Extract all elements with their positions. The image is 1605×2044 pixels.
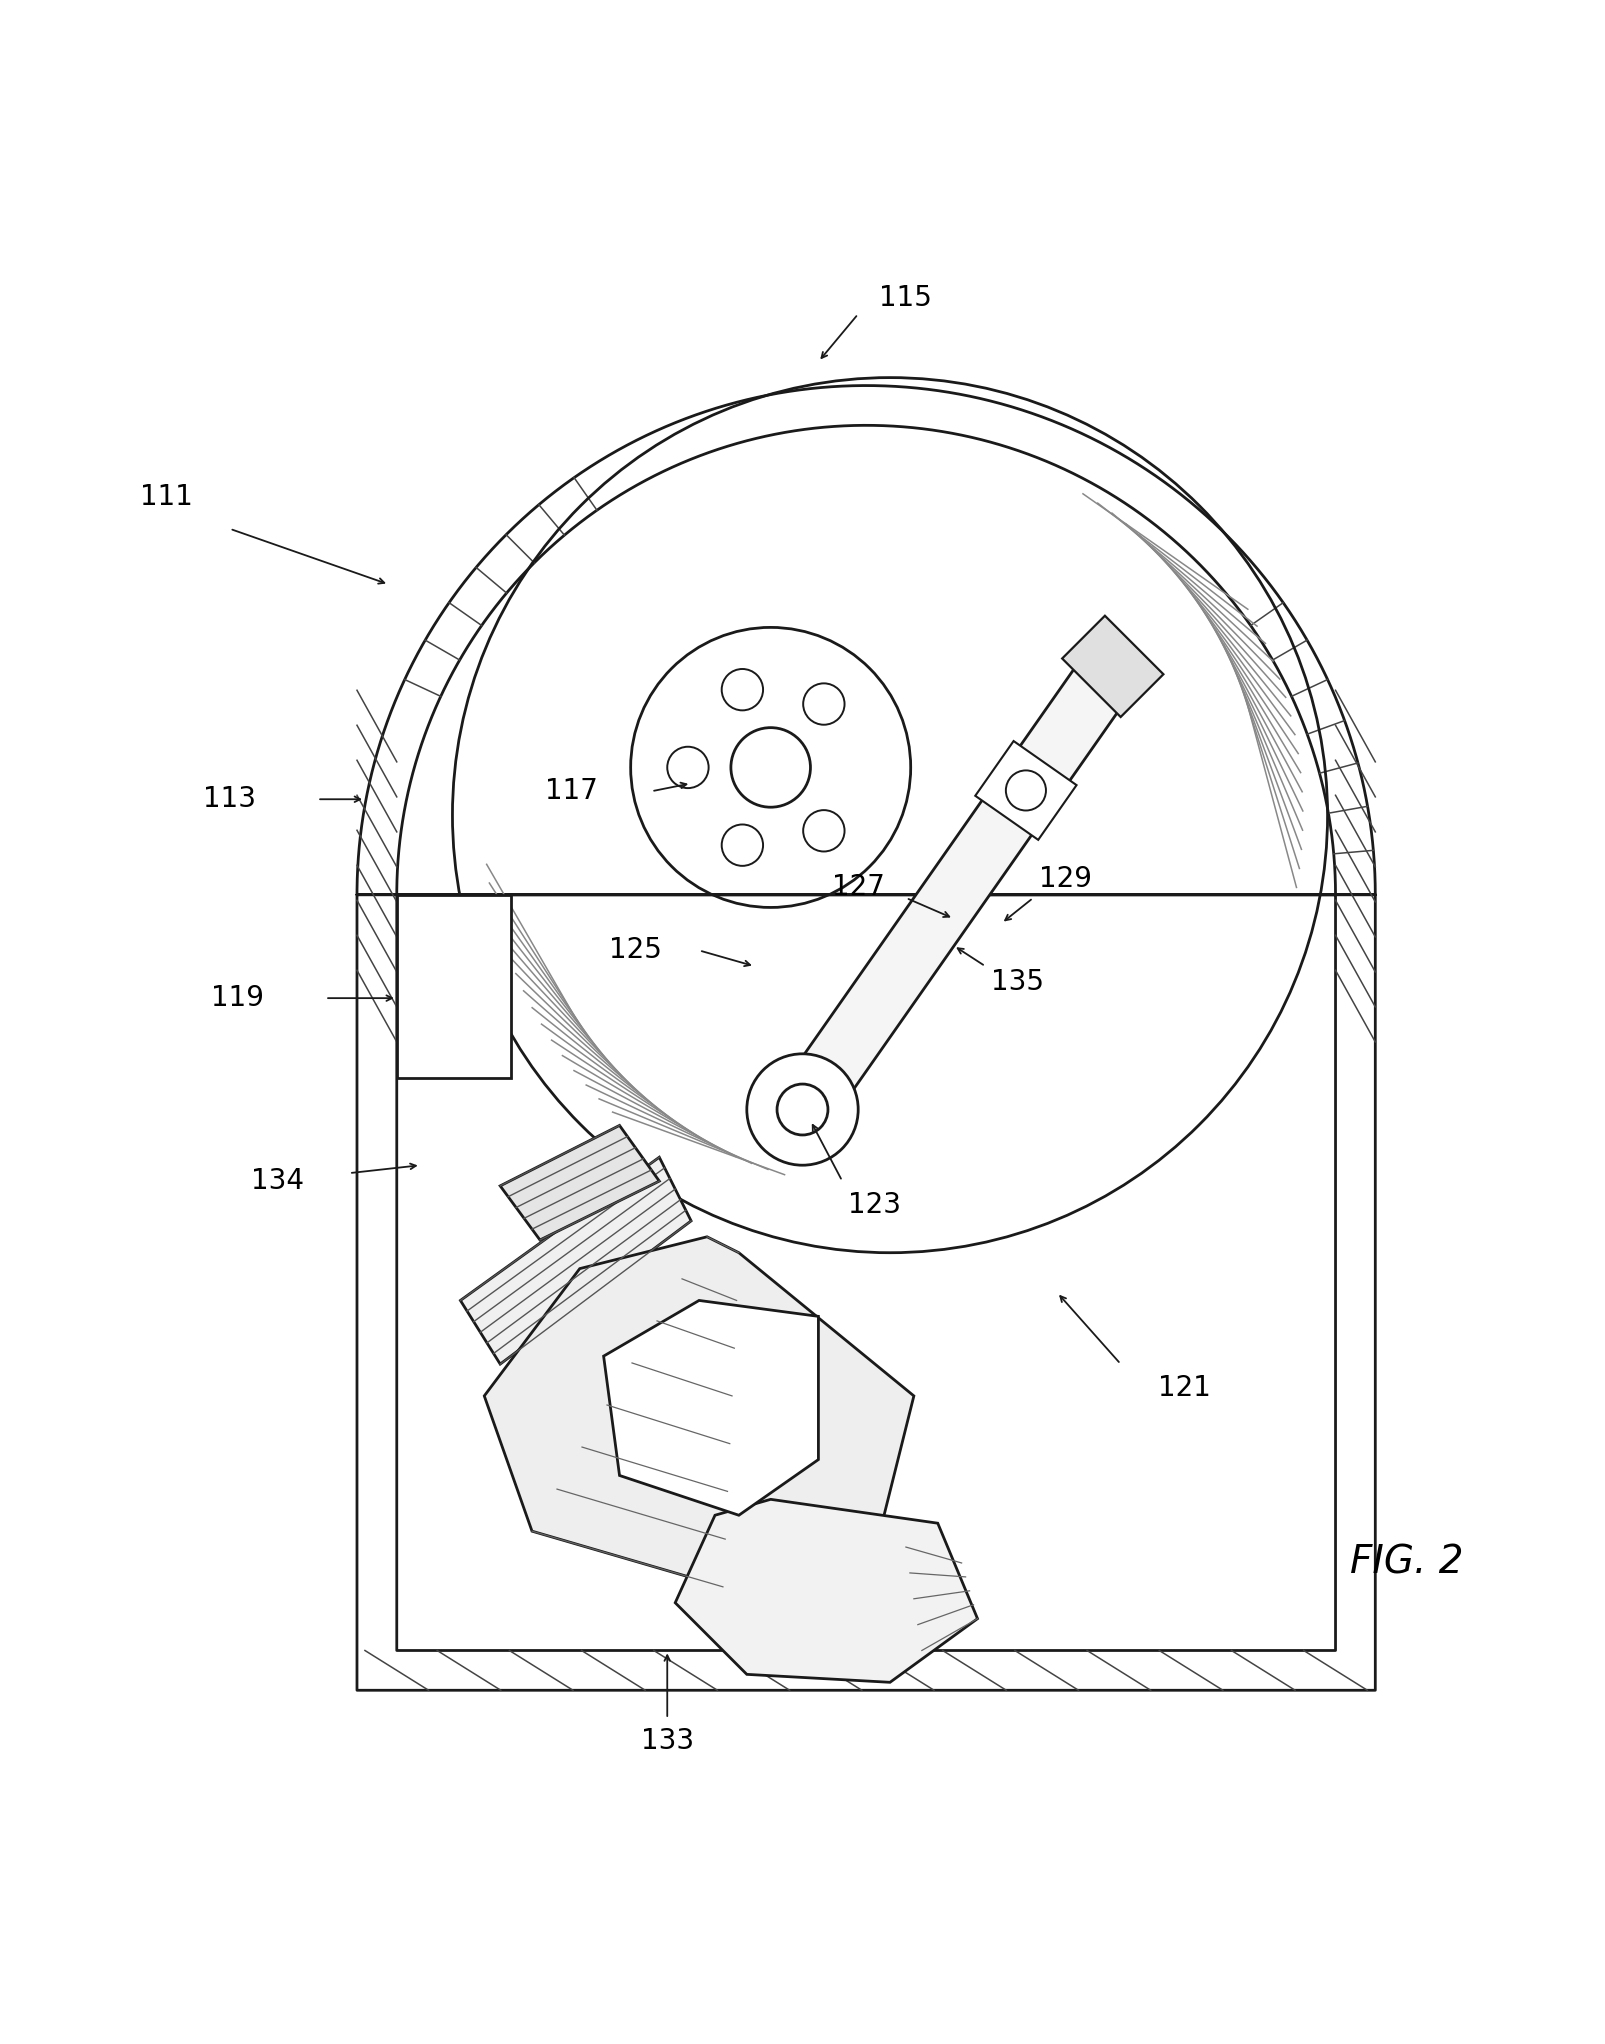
Text: 119: 119: [212, 983, 265, 1012]
Text: 111: 111: [140, 482, 193, 511]
Text: 115: 115: [880, 284, 933, 313]
Text: 133: 133: [640, 1727, 693, 1756]
Text: 113: 113: [204, 785, 257, 814]
Polygon shape: [976, 742, 1077, 840]
Polygon shape: [603, 1300, 819, 1515]
Polygon shape: [485, 1237, 913, 1586]
Polygon shape: [461, 1157, 692, 1363]
Text: 121: 121: [1157, 1374, 1210, 1402]
Polygon shape: [1063, 615, 1164, 717]
Text: 127: 127: [831, 873, 884, 901]
Text: 125: 125: [608, 936, 661, 965]
Polygon shape: [676, 1500, 977, 1682]
Bar: [396, 895, 512, 1077]
Text: 117: 117: [546, 777, 599, 805]
Text: FIG. 2: FIG. 2: [1350, 1543, 1464, 1582]
Text: 134: 134: [250, 1167, 303, 1196]
Text: 123: 123: [847, 1192, 900, 1218]
Polygon shape: [778, 650, 1138, 1126]
Polygon shape: [501, 1126, 660, 1241]
Circle shape: [746, 1055, 859, 1165]
Text: 135: 135: [990, 969, 1043, 995]
Text: 129: 129: [1038, 865, 1091, 893]
